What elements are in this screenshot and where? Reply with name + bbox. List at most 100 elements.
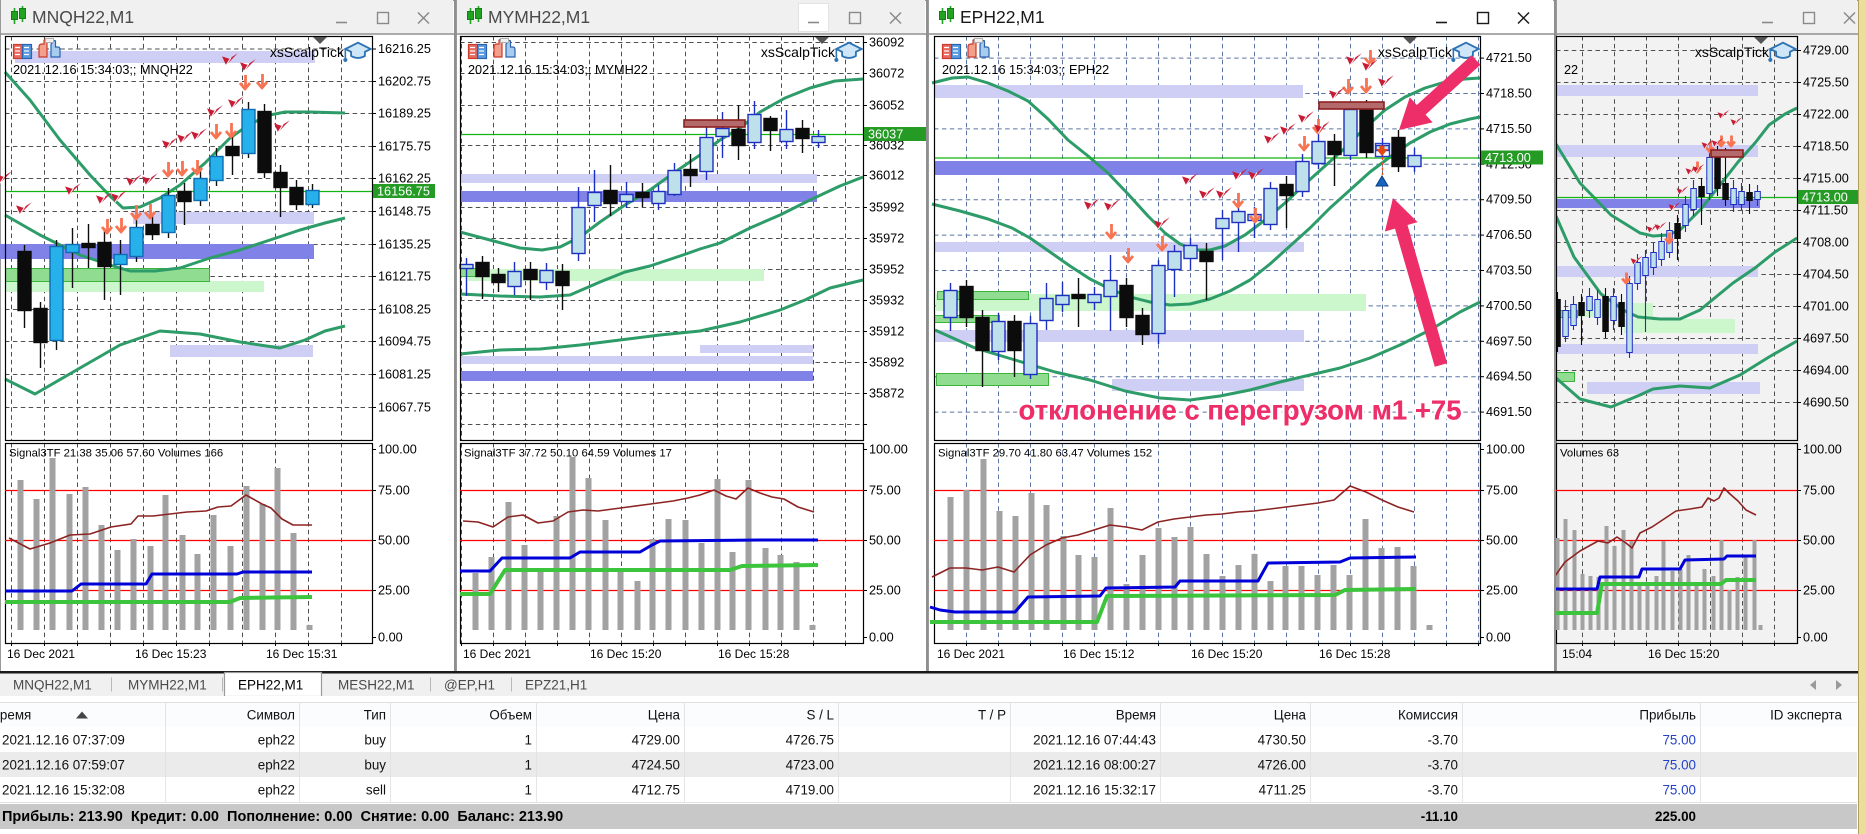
svg-text:4718.50: 4718.50 xyxy=(1803,140,1849,154)
svg-text:4697.50: 4697.50 xyxy=(1803,332,1849,346)
svg-text:100.00: 100.00 xyxy=(1803,443,1842,457)
svg-text:75.00: 75.00 xyxy=(1486,484,1518,498)
svg-text:Signal3TF 37.72 50.10 64.59 Vo: Signal3TF 37.72 50.10 64.59 Volumes 17 xyxy=(464,448,672,460)
svg-text:16 Dec 2021: 16 Dec 2021 xyxy=(937,647,1005,661)
svg-text:225.00: 225.00 xyxy=(1655,809,1696,824)
svg-text:75.00: 75.00 xyxy=(1803,484,1835,498)
svg-text:16189.25: 16189.25 xyxy=(378,107,431,121)
svg-text:-3.70: -3.70 xyxy=(1427,758,1458,773)
svg-text:4719.00: 4719.00 xyxy=(786,783,834,798)
svg-text:25.00: 25.00 xyxy=(1803,584,1835,598)
svg-text:MNQH22,M1: MNQH22,M1 xyxy=(13,678,92,693)
svg-text:4703.50: 4703.50 xyxy=(1486,264,1532,278)
svg-text:25.00: 25.00 xyxy=(1486,584,1518,598)
svg-text:Символ: Символ xyxy=(247,708,295,723)
svg-text:2021.12.16 07:59:07: 2021.12.16 07:59:07 xyxy=(2,758,125,773)
svg-text:sell: sell xyxy=(366,783,386,798)
svg-text:16 Dec 15:20: 16 Dec 15:20 xyxy=(1191,647,1263,661)
svg-text:36037: 36037 xyxy=(868,128,903,142)
svg-text:MYMH22,M1: MYMH22,M1 xyxy=(488,7,590,27)
svg-text:2021.12.16 15:32:17: 2021.12.16 15:32:17 xyxy=(1033,783,1156,798)
svg-text:-11.10: -11.10 xyxy=(1421,809,1458,824)
svg-text:4725.50: 4725.50 xyxy=(1803,76,1849,90)
svg-text:buy: buy xyxy=(364,758,386,773)
svg-text:16 Dec 15:20: 16 Dec 15:20 xyxy=(1648,647,1720,661)
svg-text:MNQH22,M1: MNQH22,M1 xyxy=(32,7,134,27)
svg-text:Volumes 63: Volumes 63 xyxy=(1560,448,1619,460)
svg-text:EPZ21,H1: EPZ21,H1 xyxy=(525,678,587,693)
svg-text:50.00: 50.00 xyxy=(378,534,410,548)
svg-text:eph22: eph22 xyxy=(258,733,295,748)
svg-text:MESH22,M1: MESH22,M1 xyxy=(338,678,415,693)
svg-text:36052: 36052 xyxy=(869,99,904,113)
svg-text:16156.75: 16156.75 xyxy=(377,185,430,199)
svg-text:16 Dec 2021: 16 Dec 2021 xyxy=(463,647,531,661)
svg-text:eph22: eph22 xyxy=(258,783,295,798)
svg-text:16 Dec 15:20: 16 Dec 15:20 xyxy=(590,647,662,661)
svg-text:4697.50: 4697.50 xyxy=(1486,334,1532,348)
svg-text:16216.25: 16216.25 xyxy=(378,42,431,56)
svg-text:4713.00: 4713.00 xyxy=(1802,191,1848,205)
svg-text:4726.00: 4726.00 xyxy=(1258,758,1306,773)
svg-text:4711.50: 4711.50 xyxy=(1803,204,1848,218)
svg-text:2021.12.16 07:37:09: 2021.12.16 07:37:09 xyxy=(2,733,125,748)
svg-text:4723.00: 4723.00 xyxy=(786,758,834,773)
svg-text:0.00: 0.00 xyxy=(1486,631,1511,645)
svg-text:2021.12.16 15:34:03;; MNQH22: 2021.12.16 15:34:03;; MNQH22 xyxy=(13,63,193,77)
svg-text:0.00: 0.00 xyxy=(869,631,894,645)
svg-text:75.00: 75.00 xyxy=(378,484,410,498)
svg-text:2021.12.16 07:44:43: 2021.12.16 07:44:43 xyxy=(1033,733,1156,748)
svg-text:22: 22 xyxy=(1564,63,1578,77)
svg-text:25.00: 25.00 xyxy=(378,584,410,598)
svg-text:4715.00: 4715.00 xyxy=(1803,172,1849,186)
svg-text:Прибыль: 213.90 Кредит: 0.00: Прибыль: 213.90 Кредит: 0.00 Пополнение:… xyxy=(2,809,563,825)
svg-text:4694.00: 4694.00 xyxy=(1803,364,1849,378)
svg-text:1: 1 xyxy=(525,733,532,748)
svg-text:Signal3TF 29.70 41.80 63.47 Vo: Signal3TF 29.70 41.80 63.47 Volumes 152 xyxy=(938,448,1152,460)
svg-text:25.00: 25.00 xyxy=(869,584,901,598)
svg-text:xsScalpTick: xsScalpTick xyxy=(1378,44,1453,60)
svg-text:4729.00: 4729.00 xyxy=(632,733,680,748)
svg-text:16 Dec 15:31: 16 Dec 15:31 xyxy=(266,647,338,661)
svg-text:4730.50: 4730.50 xyxy=(1258,733,1306,748)
svg-text:50.00: 50.00 xyxy=(869,534,901,548)
svg-text:0.00: 0.00 xyxy=(1803,631,1828,645)
svg-text:ID эксперта: ID эксперта xyxy=(1770,708,1842,723)
svg-text:4700.50: 4700.50 xyxy=(1486,299,1532,313)
svg-text:4711.25: 4711.25 xyxy=(1259,783,1306,798)
svg-text:35912: 35912 xyxy=(869,325,904,339)
svg-text:4713.00: 4713.00 xyxy=(1485,151,1531,165)
svg-text:4715.50: 4715.50 xyxy=(1486,122,1532,136)
svg-text:36092: 36092 xyxy=(869,36,904,50)
svg-text:15:04: 15:04 xyxy=(1562,647,1592,661)
svg-text:16 Dec 2021: 16 Dec 2021 xyxy=(7,647,75,661)
svg-text:MYMH22,M1: MYMH22,M1 xyxy=(128,678,207,693)
svg-text:4691.50: 4691.50 xyxy=(1486,405,1532,419)
svg-text:отклонение с перегрузом м1 +75: отклонение с перегрузом м1 +75 xyxy=(1018,395,1461,426)
svg-text:@EP,H1: @EP,H1 xyxy=(444,678,495,693)
svg-text:50.00: 50.00 xyxy=(1803,534,1835,548)
svg-text:4709.50: 4709.50 xyxy=(1486,193,1532,207)
svg-text:16094.75: 16094.75 xyxy=(378,335,431,349)
svg-text:S / L: S / L xyxy=(806,708,834,723)
svg-text:4721.50: 4721.50 xyxy=(1486,51,1532,65)
svg-text:4722.00: 4722.00 xyxy=(1803,108,1849,122)
svg-text:100.00: 100.00 xyxy=(378,443,417,457)
svg-text:16 Dec 15:28: 16 Dec 15:28 xyxy=(1319,647,1391,661)
svg-text:75.00: 75.00 xyxy=(869,484,901,498)
svg-text:35992: 35992 xyxy=(869,201,904,215)
svg-text:4729.00: 4729.00 xyxy=(1803,44,1849,58)
svg-text:xsScalpTick: xsScalpTick xyxy=(761,44,836,60)
svg-text:100.00: 100.00 xyxy=(1486,443,1525,457)
svg-text:Время: Время xyxy=(0,708,31,723)
svg-text:xsScalpTick: xsScalpTick xyxy=(1695,44,1770,60)
svg-text:eph22: eph22 xyxy=(258,758,295,773)
svg-text:16067.75: 16067.75 xyxy=(378,401,431,415)
svg-text:4718.50: 4718.50 xyxy=(1486,87,1532,101)
svg-text:EPH22,M1: EPH22,M1 xyxy=(960,7,1045,27)
svg-text:16081.25: 16081.25 xyxy=(378,368,431,382)
svg-text:16135.25: 16135.25 xyxy=(378,238,431,252)
svg-text:-3.70: -3.70 xyxy=(1427,733,1458,748)
svg-text:Цена: Цена xyxy=(1274,708,1307,723)
svg-text:16121.75: 16121.75 xyxy=(378,270,431,284)
